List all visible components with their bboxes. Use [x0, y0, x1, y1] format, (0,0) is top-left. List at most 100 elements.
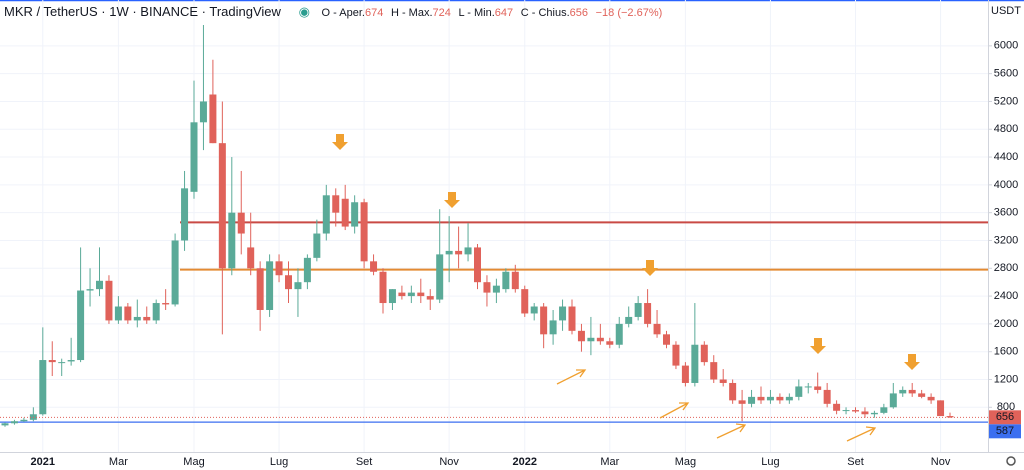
candle-body: [218, 143, 226, 269]
x-tick-label: Set: [847, 456, 864, 468]
candle-body: [757, 396, 765, 401]
ohlc-label: C - Chius.: [521, 7, 570, 19]
candle-body: [833, 403, 841, 411]
candle-body: [303, 257, 311, 283]
candle-body: [436, 254, 444, 300]
candle-body: [587, 337, 595, 342]
candle-body: [341, 198, 349, 227]
up-arrow: [716, 423, 747, 439]
candle-body: [39, 360, 47, 415]
candle-body: [899, 389, 907, 394]
y-tick-label: 4800: [994, 123, 1018, 135]
candle-body: [502, 271, 510, 290]
x-tick-label: Set: [356, 456, 373, 468]
y-tick-label: 6000: [994, 40, 1018, 52]
y-tick-label: 5600: [994, 68, 1018, 80]
x-tick-label: 2021: [31, 456, 55, 468]
currency: USDT: [991, 5, 1021, 17]
candle-body: [937, 400, 945, 417]
candle-body: [48, 360, 56, 363]
candle-body: [795, 386, 803, 397]
last-price-box: [989, 410, 1021, 425]
x-tick-label: Mar: [109, 456, 128, 468]
up-arrow: [846, 426, 877, 442]
candle-body: [20, 419, 28, 422]
candle-body: [663, 334, 670, 345]
candle-body: [114, 306, 122, 321]
candle-body: [625, 316, 633, 324]
candle-body: [615, 323, 623, 345]
candle-body: [124, 306, 132, 321]
x-tick-label: Mag: [183, 456, 204, 468]
candle-body: [10, 421, 18, 424]
candle-body: [285, 275, 292, 290]
y-tick-label: 800: [997, 401, 1015, 413]
candle-body: [729, 382, 737, 401]
candle-body: [133, 316, 141, 321]
candle-body: [918, 393, 926, 397]
down-arrow: [332, 134, 348, 150]
candle-body: [152, 303, 160, 321]
candle-body: [559, 306, 567, 321]
change: −18 (−2.67%): [596, 7, 663, 19]
candle-body: [455, 250, 463, 255]
candle-body: [596, 337, 604, 342]
candle-body: [530, 306, 538, 314]
candle-body: [748, 396, 756, 404]
candle-body: [351, 202, 359, 227]
x-tick-label: Nov: [931, 456, 951, 468]
candle-body: [946, 416, 954, 418]
candle-body: [58, 362, 66, 364]
candle-body: [804, 386, 812, 388]
up-arrow: [659, 402, 690, 419]
candle-body: [294, 282, 302, 290]
y-tick-label: 5200: [994, 95, 1018, 107]
candle-body: [171, 240, 179, 305]
up-arrow: [556, 369, 587, 385]
candle-body: [785, 396, 793, 401]
candle-body: [379, 271, 387, 304]
price-line-label: 587: [996, 425, 1014, 437]
candle-body: [852, 410, 859, 412]
candle-body: [143, 316, 151, 321]
x-tick-label: Mar: [600, 456, 619, 468]
down-arrow: [444, 192, 460, 208]
candle-body: [322, 195, 330, 234]
ohlc-label: O - Aper.: [322, 7, 365, 19]
candle-body: [549, 320, 557, 335]
price-line-box: [989, 424, 1021, 439]
candle-body: [209, 94, 217, 144]
settings-icon[interactable]: [1006, 456, 1016, 466]
candle-body: [181, 188, 189, 241]
y-tick-label: 4000: [994, 179, 1018, 191]
candle-body: [228, 212, 236, 269]
y-tick-label: 1200: [994, 373, 1018, 385]
candle-body: [719, 379, 727, 383]
candle-body: [870, 412, 878, 415]
y-tick-label: 3600: [994, 207, 1018, 219]
x-tick-label: 2022: [513, 456, 537, 468]
candle-body: [814, 386, 822, 390]
candle-body: [710, 362, 718, 380]
down-arrow: [810, 338, 826, 354]
annotations: [332, 134, 920, 442]
candle-body: [511, 271, 519, 290]
ohlc-label: L - Min.: [458, 7, 494, 19]
candle-body: [417, 292, 425, 297]
x-tick-label: Nov: [439, 456, 459, 468]
y-tick-label: 4400: [994, 151, 1018, 163]
ohlc-value: 656: [570, 7, 588, 19]
candle-body: [483, 282, 491, 293]
candle-body: [927, 396, 935, 401]
candle-body: [672, 344, 680, 366]
candle-body: [568, 306, 576, 331]
candle-body: [86, 289, 94, 291]
status-dot: ◉: [299, 4, 310, 19]
candle-body: [96, 280, 103, 290]
candle-body: [266, 261, 274, 310]
candle-body: [889, 393, 897, 408]
ohlc-value: 674: [365, 7, 383, 19]
candle-body: [842, 410, 850, 412]
